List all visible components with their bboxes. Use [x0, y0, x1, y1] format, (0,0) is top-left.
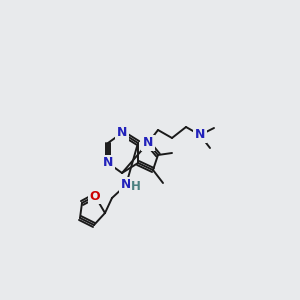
Text: N: N	[195, 128, 205, 142]
Text: N: N	[143, 136, 153, 149]
Text: N: N	[117, 127, 127, 140]
Text: N: N	[103, 157, 113, 169]
Text: H: H	[131, 179, 141, 193]
Text: O: O	[90, 190, 100, 202]
Text: N: N	[121, 178, 131, 191]
